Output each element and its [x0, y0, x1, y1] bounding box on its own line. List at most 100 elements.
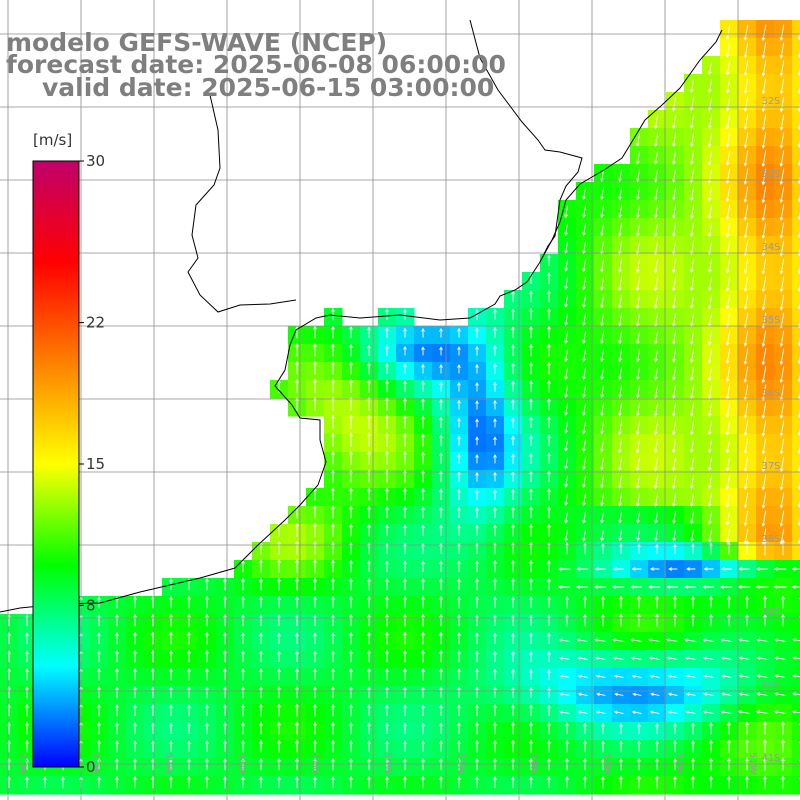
wind-arrow [725, 150, 731, 167]
wind-arrow [403, 667, 407, 681]
wind-arrow [493, 418, 497, 428]
wind-arrow [707, 61, 713, 76]
wind-arrow [511, 362, 515, 375]
wind-arrow [725, 222, 731, 238]
wind-arrow [457, 435, 461, 446]
wind-arrow [439, 595, 443, 609]
wind-arrow [493, 363, 497, 374]
wind-arrow [313, 360, 317, 375]
wind-arrow [743, 510, 749, 527]
wind-arrow [367, 344, 371, 356]
wind-arrow [403, 631, 407, 645]
wind-arrow [385, 308, 389, 320]
wind-arrow [439, 452, 443, 465]
wind-arrow [25, 703, 29, 717]
coastline [0, 29, 723, 613]
wind-arrow [439, 668, 443, 681]
wind-arrow [547, 505, 551, 519]
wind-arrow [385, 327, 389, 338]
wind-arrow [564, 205, 569, 219]
wind-arrow [685, 674, 696, 679]
wind-arrow [457, 346, 461, 356]
wind-arrow [725, 312, 731, 328]
wind-arrow [781, 739, 785, 753]
wind-arrow [367, 649, 371, 663]
wind-arrow [25, 668, 29, 681]
wind-arrow [493, 757, 497, 771]
wind-arrow [707, 133, 713, 148]
wind-arrow [636, 493, 641, 507]
wind-arrow [761, 438, 767, 455]
wind-arrow [277, 577, 281, 591]
wind-arrow [529, 416, 533, 428]
wind-arrow [727, 757, 731, 771]
wind-arrow [313, 577, 317, 591]
wind-arrow [493, 596, 497, 609]
wind-arrow [582, 367, 587, 381]
wind-arrow [564, 259, 569, 272]
wind-arrow [600, 529, 604, 542]
longitude-label: 52W [674, 752, 685, 775]
wind-arrow [169, 686, 173, 699]
wind-arrow [547, 254, 551, 267]
wind-arrow [385, 578, 389, 591]
wind-arrow [745, 595, 749, 609]
wind-arrow [295, 361, 299, 375]
wind-arrow [637, 613, 641, 627]
wind-arrow [618, 385, 623, 399]
wind-arrow [511, 523, 515, 537]
wind-arrow [791, 692, 800, 696]
wind-arrow [671, 493, 677, 508]
wind-arrow [707, 439, 713, 454]
wind-arrow [547, 361, 551, 375]
wind-arrow [781, 721, 785, 735]
wind-arrow [295, 650, 299, 663]
wind-arrow [565, 757, 569, 771]
wind-arrow [600, 403, 605, 417]
wind-arrow [25, 776, 29, 789]
wind-arrow [493, 489, 497, 500]
wind-arrow [259, 596, 263, 609]
wind-arrow [331, 487, 335, 501]
wind-arrow [727, 541, 731, 555]
wind-arrow [511, 326, 515, 339]
wind-arrow [779, 510, 785, 527]
wind-arrow [403, 363, 407, 374]
wind-arrow [547, 470, 551, 483]
wind-arrow [313, 614, 317, 627]
wind-arrow [403, 415, 407, 429]
wind-arrow [720, 585, 733, 589]
wind-arrow [259, 685, 263, 699]
wind-arrow [421, 346, 425, 356]
wind-arrow [691, 757, 695, 771]
wind-arrow [689, 493, 695, 508]
wind-cell [792, 704, 800, 723]
wind-arrow [594, 567, 606, 571]
wind-arrow [439, 506, 443, 519]
wind-arrow [385, 450, 389, 465]
wind-arrow [564, 439, 569, 452]
wind-arrow [667, 692, 678, 697]
wind-arrow [576, 638, 589, 642]
wind-arrow [115, 614, 119, 627]
wind-arrow [743, 132, 749, 149]
wind-arrow [331, 523, 335, 537]
wind-arrow [331, 505, 335, 519]
wind-arrow [779, 438, 785, 455]
wind-arrow [475, 400, 479, 410]
wind-arrow [529, 470, 533, 482]
wind-arrow [564, 493, 569, 507]
wind-arrow [457, 417, 461, 428]
wind-arrow [511, 686, 515, 698]
wind-arrow [241, 596, 245, 609]
wind-arrow [385, 631, 389, 645]
wind-arrow [565, 722, 569, 735]
longitude-label: 53W [601, 752, 612, 775]
wind-arrow [331, 559, 335, 573]
wind-arrow [367, 560, 371, 573]
wind-arrow [403, 327, 407, 338]
wind-arrow [725, 348, 731, 365]
wind-arrow [439, 381, 443, 392]
wind-arrow [755, 710, 769, 715]
wind-arrow [564, 349, 569, 363]
